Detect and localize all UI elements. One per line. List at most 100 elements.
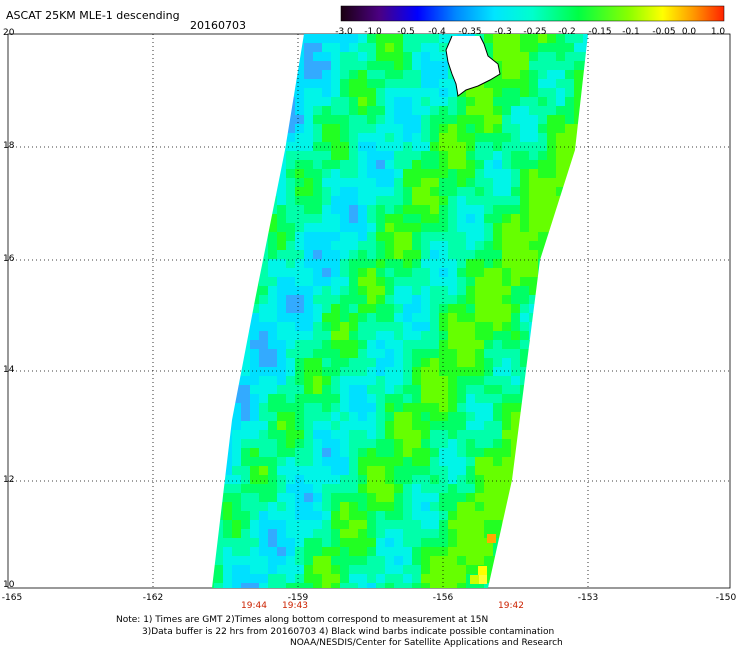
- swath-cell: [259, 358, 268, 367]
- swath-cell: [232, 250, 241, 259]
- swath-cell: [277, 349, 286, 358]
- swath-cell: [529, 322, 538, 331]
- swath-cell: [502, 277, 511, 286]
- swath-cell: [259, 259, 268, 268]
- swath-cell: [574, 214, 583, 223]
- swath-cell: [565, 205, 574, 214]
- swath-cell: [232, 52, 241, 61]
- swath-cell: [232, 115, 241, 124]
- swath-cell: [349, 169, 358, 178]
- swath-cell: [277, 565, 286, 574]
- swath-cell: [223, 322, 232, 331]
- swath-cell: [430, 169, 439, 178]
- swath-cell: [313, 331, 322, 340]
- swath-cell: [529, 268, 538, 277]
- swath-cell: [376, 43, 385, 52]
- swath-cell: [511, 331, 520, 340]
- swath-cell: [394, 358, 403, 367]
- swath-cell: [556, 421, 565, 430]
- swath-cell: [304, 565, 313, 574]
- swath-cell: [277, 178, 286, 187]
- swath-cell: [466, 241, 475, 250]
- swath-cell: [439, 142, 448, 151]
- swath-cell: [583, 565, 588, 574]
- swath-cell: [538, 268, 547, 277]
- swath-cell: [268, 466, 277, 475]
- swath-cell: [448, 439, 457, 448]
- swath-cell: [412, 394, 421, 403]
- swath-cell: [592, 304, 601, 313]
- swath-cell: [466, 295, 475, 304]
- swath-cell: [493, 142, 502, 151]
- swath-cell: [547, 106, 556, 115]
- swath-cell: [322, 43, 331, 52]
- swath-cell: [376, 178, 385, 187]
- swath-cell: [475, 457, 484, 466]
- swath-cell: [259, 160, 268, 169]
- swath-cell: [250, 457, 259, 466]
- swath-cell: [241, 457, 250, 466]
- swath-cell: [502, 430, 511, 439]
- swath-cell: [358, 583, 367, 588]
- swath-cell: [592, 358, 601, 367]
- swath-cell: [538, 97, 547, 106]
- swath-cell: [286, 61, 295, 70]
- swath-cell: [448, 79, 457, 88]
- swath-cell: [212, 187, 214, 196]
- swath-cell: [313, 169, 322, 178]
- swath-cell: [340, 430, 349, 439]
- swath-cell: [403, 448, 412, 457]
- swath-cell: [304, 196, 313, 205]
- swath-cell: [421, 439, 430, 448]
- swath-cell: [547, 178, 556, 187]
- swath-cell: [556, 358, 565, 367]
- swath-cell: [493, 358, 502, 367]
- swath-cell: [331, 475, 340, 484]
- swath-cell: [358, 403, 367, 412]
- swath-cell: [232, 187, 241, 196]
- swath-cell: [286, 286, 295, 295]
- swath-cell: [565, 250, 574, 259]
- swath-cell: [358, 196, 367, 205]
- swath-cell: [304, 574, 313, 583]
- swath-cell: [214, 295, 223, 304]
- swath-cell: [376, 196, 385, 205]
- swath-cell: [250, 133, 259, 142]
- swath-cell: [502, 412, 511, 421]
- swath-cell: [232, 511, 241, 520]
- swath-cell: [538, 187, 547, 196]
- swath-cell: [538, 250, 547, 259]
- swath-cell: [574, 223, 583, 232]
- swath-cell: [331, 403, 340, 412]
- swath-cell: [520, 106, 529, 115]
- swath-cell: [412, 70, 421, 79]
- swath-cell: [493, 295, 502, 304]
- swath-cell: [241, 241, 250, 250]
- swath-cell: [385, 160, 394, 169]
- swath-cell: [484, 169, 493, 178]
- swath-cell: [439, 286, 448, 295]
- swath-cell: [331, 241, 340, 250]
- swath-cell: [322, 97, 331, 106]
- swath-cell: [520, 160, 529, 169]
- swath-cell: [574, 376, 583, 385]
- swath-cell: [430, 475, 439, 484]
- swath-cell: [250, 196, 259, 205]
- swath-cell: [394, 232, 403, 241]
- swath-cell: [493, 241, 502, 250]
- swath-cell: [259, 43, 268, 52]
- swath-cell: [232, 34, 241, 43]
- swath-cell: [331, 520, 340, 529]
- swath-cell: [322, 466, 331, 475]
- swath-cell: [340, 61, 349, 70]
- swath-cell: [538, 430, 547, 439]
- swath-cell: [484, 583, 493, 588]
- swath-cell: [547, 385, 556, 394]
- swath-cell: [268, 349, 277, 358]
- footer-note-2: 3)Data buffer is 22 hrs from 20160703 4)…: [142, 627, 555, 637]
- swath-cell: [493, 205, 502, 214]
- swath-cell: [547, 412, 556, 421]
- swath-cell: [385, 502, 394, 511]
- swath-cell: [457, 115, 466, 124]
- swath-cell: [277, 106, 286, 115]
